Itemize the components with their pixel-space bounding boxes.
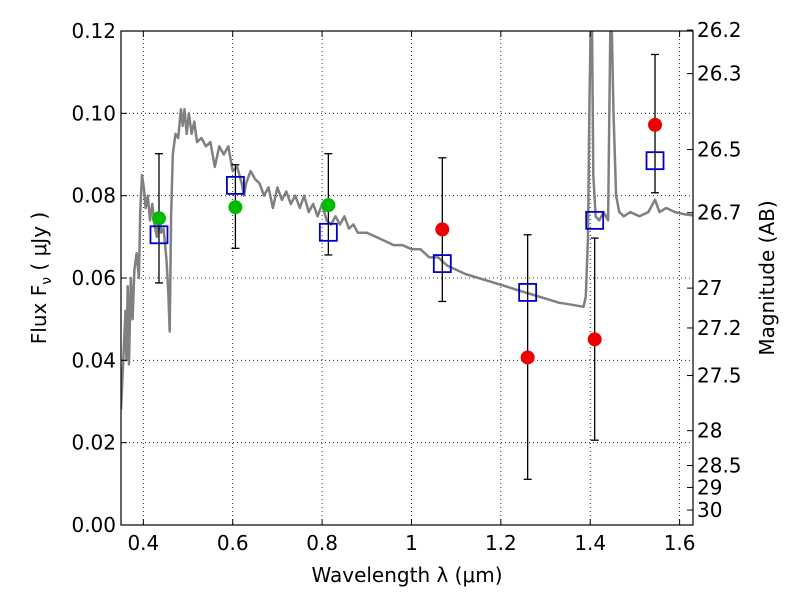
photometry-point bbox=[321, 198, 336, 213]
y2-tick-label: 28 bbox=[697, 419, 722, 443]
plot-area bbox=[121, 31, 693, 525]
model-flux-square bbox=[518, 283, 538, 302]
y-axis-title-unit: ( μJy ) bbox=[27, 212, 51, 277]
y2-tick-label: 26.3 bbox=[697, 62, 742, 86]
y-tick-label: 0.04 bbox=[71, 348, 116, 372]
y2-tick-label: 26.2 bbox=[697, 18, 742, 42]
y-tick-label: 0.06 bbox=[71, 266, 116, 290]
y2-tick-label: 27.5 bbox=[697, 364, 742, 388]
y-tick-label: 0.12 bbox=[71, 19, 116, 43]
model-spectrum-line bbox=[121, 31, 693, 410]
y2-tick-label: 26.7 bbox=[697, 201, 742, 225]
y2-tick-label: 28.5 bbox=[697, 453, 742, 477]
model-spectrum bbox=[121, 31, 693, 410]
y2-tick-label: 27 bbox=[697, 276, 722, 300]
x-tick-label: 1.2 bbox=[485, 531, 517, 555]
x-tick-label: 0.4 bbox=[127, 531, 159, 555]
y-axis-title-subscript: ν bbox=[39, 277, 55, 285]
model-flux-square bbox=[432, 254, 452, 273]
y-tick-label: 0.00 bbox=[71, 513, 116, 537]
y2-tick-label: 29 bbox=[697, 475, 722, 499]
photometry-point bbox=[151, 211, 166, 226]
model-flux-square bbox=[585, 210, 605, 230]
data-markers bbox=[149, 117, 665, 365]
y2-tick-label: 27.2 bbox=[697, 316, 742, 340]
axis-ticks: 0.4 0.6 0.8 1 1.2 1.4 1.6 0.00 0.02 0.04 0.06 0.08 0… bbox=[71, 18, 741, 555]
y2-tick-label: 30 bbox=[697, 498, 722, 522]
photometry-point bbox=[587, 332, 602, 347]
photometry-point bbox=[520, 350, 535, 365]
photometry-point bbox=[435, 222, 450, 237]
model-flux-square bbox=[318, 222, 338, 242]
model-flux-square bbox=[645, 151, 665, 171]
y-axis-title: Flux Fν ( μJy ) bbox=[27, 212, 55, 344]
x-axis-title: Wavelength λ (μm) bbox=[311, 563, 502, 587]
y-tick-label: 0.10 bbox=[71, 101, 116, 125]
model-flux-square bbox=[225, 175, 245, 195]
y-tick-label: 0.08 bbox=[71, 184, 116, 208]
x-tick-label: 0.8 bbox=[306, 531, 338, 555]
photometry-point bbox=[228, 200, 243, 215]
y2-tick-label: 26.5 bbox=[697, 138, 742, 162]
x-tick-label: 0.6 bbox=[217, 531, 249, 555]
model-flux-square bbox=[149, 225, 169, 245]
x-tick-label: 1.4 bbox=[574, 531, 606, 555]
y-tick-label: 0.02 bbox=[71, 431, 116, 455]
x-tick-label: 1 bbox=[405, 531, 418, 555]
x-tick-label: 1.6 bbox=[664, 531, 696, 555]
y2-axis-title: Magnitude (AB) bbox=[755, 200, 779, 355]
photometry-point bbox=[648, 117, 663, 132]
y-axis-title-main: Flux F bbox=[27, 285, 51, 344]
